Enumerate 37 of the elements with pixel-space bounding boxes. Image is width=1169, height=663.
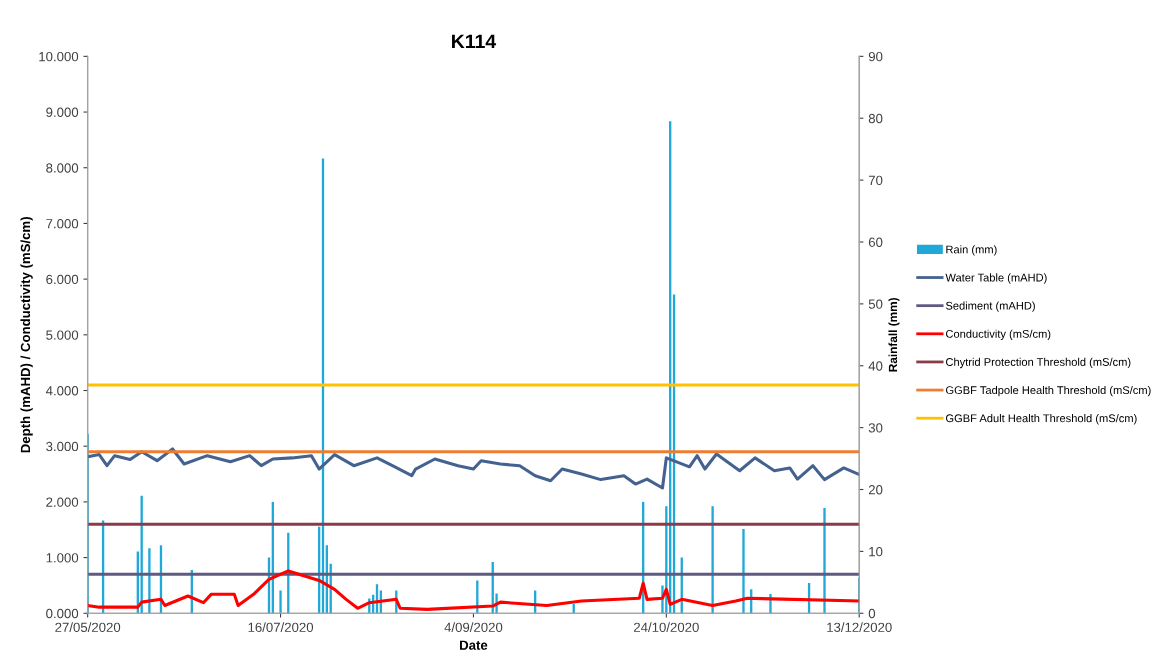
- y-tick-label: 7.000: [46, 219, 79, 229]
- y2-tick-label: 70: [868, 175, 883, 186]
- y2-tick-label: 30: [868, 423, 883, 433]
- y-axis-title: Depth (mAHD) / Conductivity (mS/cm): [20, 217, 33, 453]
- y-tick-label: 4.000: [45, 386, 79, 396]
- y2-tick-label: 40: [868, 361, 883, 371]
- y2-tick-label: 60: [868, 237, 883, 247]
- legend-label: Rain (mm): [946, 245, 997, 256]
- y-tick-label: 6.000: [46, 274, 79, 285]
- legend-label: GGBF Tadpole Health Threshold (mS/cm): [946, 385, 1151, 397]
- x-tick-label: 4/09/2020: [444, 622, 503, 632]
- legend-label: Water Table (mAHD): [945, 273, 1047, 284]
- y-tick-label: 3.000: [46, 441, 79, 452]
- y-tick-label: 10.000: [39, 51, 79, 62]
- y-tick-label: 9.000: [46, 107, 79, 117]
- y2-axis-title: Rainfall (mm): [888, 298, 900, 372]
- y2-tick-label: 10: [869, 546, 883, 557]
- y-tick-label: 8.000: [46, 163, 79, 173]
- y-tick-label: 1.000: [46, 553, 79, 563]
- legend-label: Conductivity (mS/cm): [946, 329, 1051, 340]
- legend-label: Sediment (mAHD): [945, 301, 1035, 312]
- y-tick-label: 5.000: [46, 330, 79, 340]
- chart-title: K114: [452, 34, 497, 49]
- x-tick-label: 27/05/2020: [55, 622, 121, 632]
- y2-tick-label: 0: [868, 608, 876, 619]
- x-tick-label: 24/10/2020: [633, 622, 699, 632]
- legend-label: Chytrid Protection Threshold (mS/cm): [946, 357, 1131, 369]
- y2-tick-label: 50: [868, 299, 883, 309]
- y2-tick-label: 90: [868, 51, 883, 62]
- x-tick-label: 16/07/2020: [248, 622, 314, 632]
- y-tick-label: 0.000: [46, 608, 79, 619]
- y2-tick-label: 20: [868, 485, 883, 495]
- legend-label: GGBF Adult Health Threshold (mS/cm): [946, 414, 1137, 425]
- x-axis-title: Date: [460, 640, 488, 650]
- y2-tick-label: 80: [868, 113, 883, 124]
- x-tick-label: 13/12/2020: [827, 622, 892, 632]
- y-tick-label: 2.000: [46, 497, 79, 507]
